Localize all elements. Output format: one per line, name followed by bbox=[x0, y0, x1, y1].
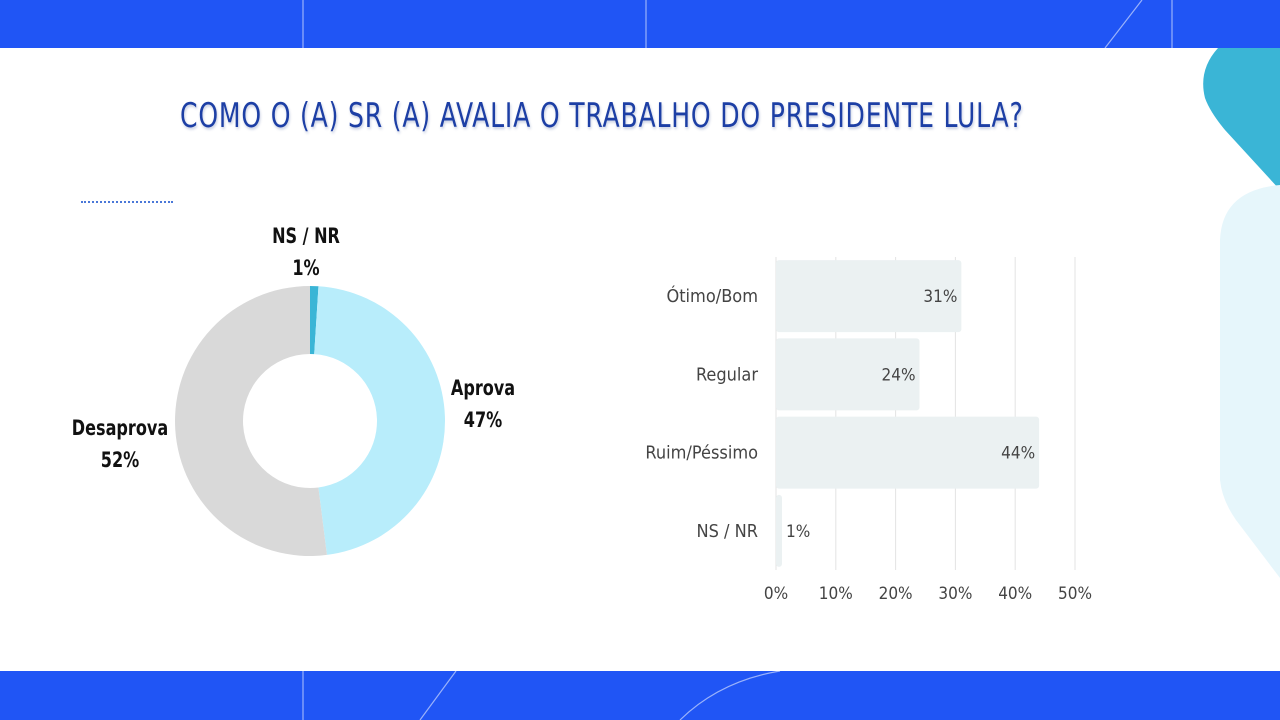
pie-label-aprova-name: Aprova bbox=[450, 376, 516, 400]
top-banner-lines bbox=[302, 0, 1173, 48]
bar bbox=[776, 494, 782, 567]
donut-slice-ns-nr bbox=[310, 286, 319, 355]
pie-label-nsnr-name: NS / NR bbox=[272, 224, 340, 248]
x-tick-label: 20% bbox=[879, 584, 913, 604]
pie-label-desaprova-name: Desaprova bbox=[71, 416, 169, 440]
dotted-divider bbox=[81, 201, 173, 203]
bar bbox=[776, 416, 1040, 489]
bar-value-label: 44% bbox=[1001, 444, 1035, 464]
category-label: Ótimo/Bom bbox=[666, 285, 758, 307]
top-banner bbox=[0, 0, 1280, 48]
deco-light-shape bbox=[1220, 185, 1280, 578]
pie-label-nsnr: NS / NR 1% bbox=[265, 220, 347, 284]
category-label: NS / NR bbox=[697, 521, 759, 542]
bottom-banner bbox=[0, 671, 1280, 720]
category-label: Ruim/Péssimo bbox=[645, 443, 758, 464]
x-tick-label: 30% bbox=[938, 584, 972, 604]
bar bbox=[776, 260, 962, 333]
x-tick-label: 0% bbox=[764, 584, 788, 604]
deco-dark-shape bbox=[1203, 48, 1280, 190]
donut-slice-desaprova bbox=[175, 286, 327, 556]
donut-slice-aprova bbox=[314, 286, 446, 555]
bar bbox=[776, 338, 920, 411]
pie-label-nsnr-value: 1% bbox=[292, 256, 320, 280]
pie-label-aprova-value: 47% bbox=[463, 408, 503, 432]
pie-label-aprova: Aprova 47% bbox=[445, 372, 522, 436]
pie-label-desaprova-value: 52% bbox=[100, 448, 140, 472]
x-tick-label: 50% bbox=[1058, 584, 1092, 604]
x-tick-label: 10% bbox=[819, 584, 853, 604]
pie-label-desaprova: Desaprova 52% bbox=[71, 412, 170, 476]
bar-value-label: 1% bbox=[786, 522, 810, 542]
category-label: Regular bbox=[696, 364, 758, 385]
bottom-banner-lines bbox=[302, 671, 781, 720]
donut-chart bbox=[175, 286, 446, 556]
x-tick-label: 40% bbox=[998, 584, 1032, 604]
bar-value-label: 24% bbox=[882, 365, 916, 385]
bar-value-label: 31% bbox=[923, 287, 957, 307]
